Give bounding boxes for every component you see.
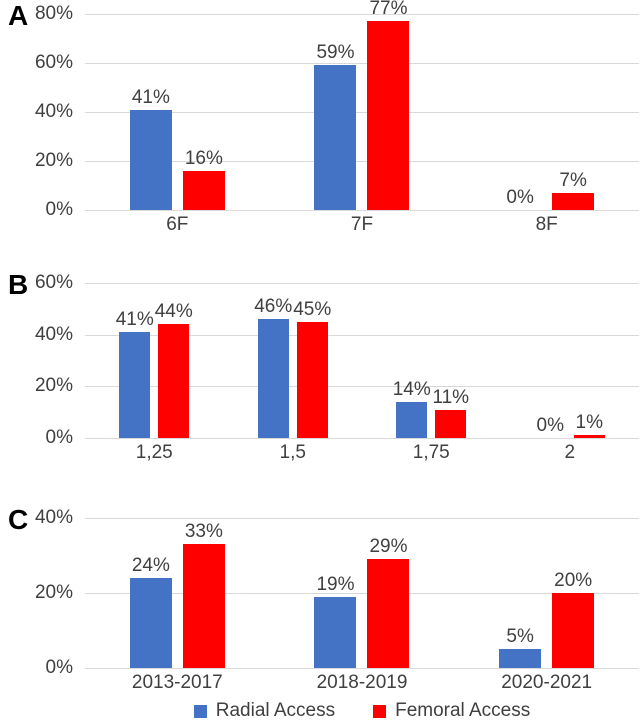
ytick-a-60: 60% — [34, 52, 73, 73]
category-label-1,25: 1,25 — [135, 442, 173, 463]
gridline-a-40 — [85, 112, 639, 113]
ytick-b-60: 60% — [34, 272, 73, 293]
ytick-a-80: 80% — [34, 3, 73, 24]
bar-femoral-access: 1% — [573, 412, 605, 438]
category-label-6F: 6F — [166, 214, 189, 235]
bar-femoral-access: 33% — [182, 521, 225, 668]
category-group-1,5: 46% 45% — [224, 283, 363, 438]
category-label-2: 2 — [564, 442, 576, 463]
bar-femoral-access: 11% — [432, 387, 469, 438]
value-label: 44% — [154, 301, 193, 323]
ytick-a-40: 40% — [34, 101, 73, 122]
category-group-8F: 0% 7% — [454, 14, 639, 210]
gridline-c-0 — [85, 668, 639, 669]
legend-label: Radial Access — [215, 700, 336, 721]
gridline-b-0 — [85, 438, 639, 439]
bar-radial-access: 59% — [314, 42, 357, 210]
panel-label-a: A — [8, 0, 29, 31]
category-group-6F: 41% 16% — [85, 14, 270, 210]
value-label: 5% — [506, 626, 534, 648]
bar-femoral-access: 45% — [293, 299, 331, 438]
gridline-b-40 — [85, 334, 639, 336]
panel-label-b: B — [8, 269, 29, 300]
legend-label: Femoral Access — [395, 700, 531, 721]
legend-swatch-icon — [193, 704, 207, 718]
bar-radial-access: 41% — [116, 309, 154, 438]
legend: Radial Access Femoral Access — [85, 700, 639, 722]
category-label-2018-2019: 2018-2019 — [316, 672, 408, 693]
category-label-2020-2021: 2020-2021 — [501, 672, 593, 693]
plot-area-c: 24% 33% 2013-2017 19% 29% 2018-2019 5% 20% 2020-… — [85, 518, 639, 693]
category-group-1,75: 14% 11% — [362, 283, 501, 438]
category-label-8F: 8F — [535, 214, 558, 235]
value-label: 20% — [554, 570, 593, 591]
ytick-c-20: 20% — [34, 582, 73, 603]
ytick-c-0: 0% — [45, 657, 73, 678]
value-label: 7% — [559, 169, 587, 191]
category-group-1,25: 41% 44% — [85, 283, 224, 438]
gridline-b-20 — [85, 386, 639, 388]
ytick-a-0: 0% — [45, 199, 73, 220]
legend-swatch-icon — [373, 704, 387, 718]
gridline-a-0 — [85, 210, 639, 211]
value-label: 11% — [432, 386, 470, 408]
category-group-2: 0% 1% — [501, 283, 640, 438]
category-label-7F: 7F — [350, 214, 374, 235]
gridline-a-20 — [85, 161, 639, 162]
value-label: 45% — [293, 298, 332, 320]
plot-area-b: 41% 44% 1,25 46% 45% 1,5 14% 11% 1,75 0% 1% 2 — [85, 283, 640, 463]
ytick-b-20: 20% — [34, 375, 73, 397]
ytick-b-0: 0% — [45, 427, 73, 448]
plot-area-a: 41% 16% 6F 59% 77% 7F 0% 7% 8F — [85, 0, 639, 235]
bar-femoral-access: 20% — [552, 570, 595, 668]
value-label: 46% — [254, 296, 293, 318]
legend-item-radial-access: Radial Access — [193, 700, 336, 722]
category-group-7F: 59% 77% — [270, 0, 455, 210]
category-group-2018-2019: 19% 29% — [270, 518, 455, 668]
bar-femoral-access: 44% — [155, 301, 193, 438]
chart-panel-c: C 24% 33% 2013-2017 19% 29% 2018-2019 5% 20% 2020… — [0, 480, 644, 725]
bar-femoral-access: 29% — [367, 536, 410, 668]
gridline-b-60 — [85, 283, 639, 284]
bar-radial-access: 41% — [129, 87, 172, 210]
value-label: 0% — [506, 187, 534, 208]
bar-radial-access: 46% — [254, 296, 292, 438]
gridline-a-80 — [85, 14, 639, 15]
bar-radial-access: 14% — [393, 379, 431, 438]
value-label: 16% — [184, 147, 223, 169]
category-group-2013-2017: 24% 33% — [85, 518, 270, 668]
legend-item-femoral-access: Femoral Access — [373, 700, 530, 722]
bar-radial-access: 24% — [129, 555, 172, 668]
value-label: 29% — [369, 536, 408, 558]
bar-radial-access: 19% — [314, 574, 357, 668]
category-label-2013-2017: 2013-2017 — [131, 672, 223, 693]
bar-femoral-access: 7% — [552, 170, 595, 210]
value-label: 77% — [369, 0, 408, 20]
gridline-a-60 — [85, 63, 639, 64]
category-label-1,75: 1,75 — [412, 442, 450, 463]
category-group-2020-2021: 5% 20% — [454, 518, 639, 668]
panel-label-c: C — [8, 504, 29, 535]
bar-radial-access: 5% — [499, 626, 542, 668]
value-label: 1% — [575, 412, 603, 434]
value-label: 41% — [131, 86, 170, 108]
ytick-a-20: 20% — [34, 150, 73, 171]
value-label: 24% — [131, 555, 170, 576]
chart-panel-b: B 41% 44% 1,25 46% 45% 1,5 14% 11% 1,75 0% 1% 2 60% 40… — [0, 240, 644, 480]
bar-femoral-access: 77% — [367, 0, 410, 210]
value-label: 41% — [115, 309, 154, 331]
value-label: 0% — [536, 415, 564, 436]
ytick-b-40: 40% — [34, 323, 73, 345]
value-label: 19% — [316, 573, 355, 595]
gridline-c-20 — [85, 593, 639, 594]
category-label-1,5: 1,5 — [279, 442, 306, 463]
value-label: 14% — [392, 378, 431, 400]
value-label: 59% — [316, 42, 355, 64]
bar-femoral-access: 16% — [182, 148, 225, 210]
value-label: 33% — [184, 521, 223, 543]
gridline-c-40 — [85, 518, 639, 519]
ytick-c-40: 40% — [34, 507, 73, 528]
chart-panel-a: A 41% 16% 6F 59% 77% 7F 0% 7% 8F 80% 60% 40% 20% 0% — [0, 0, 644, 240]
